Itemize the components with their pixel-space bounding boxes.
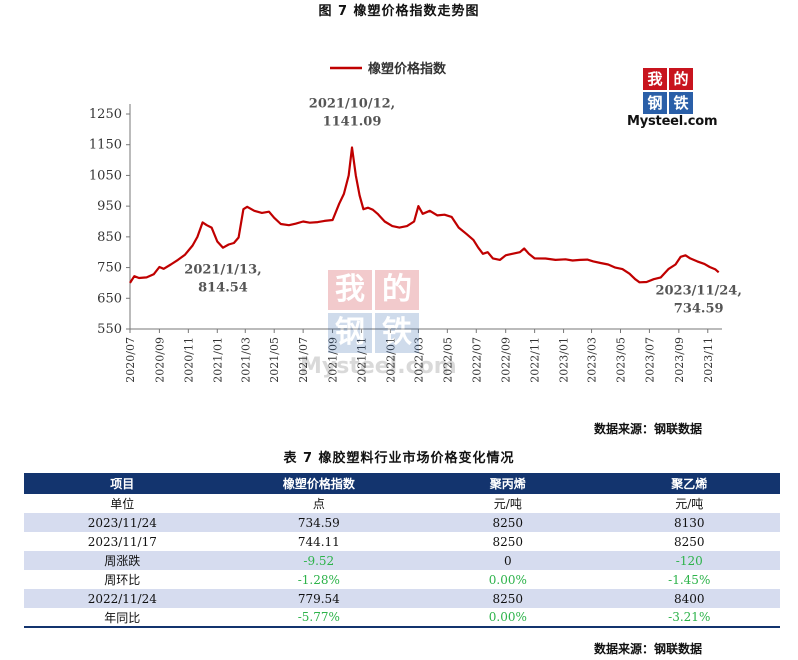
table-row: 年同比 -5.77% 0.00% -3.21% xyxy=(24,608,780,627)
series-line xyxy=(129,146,720,284)
table-row: 2022/11/24 779.54 8250 8400 xyxy=(24,589,780,608)
logo-char: 的 xyxy=(669,68,693,90)
x-tick-label: 2021/07 xyxy=(297,337,310,383)
x-tick-label: 2021/11 xyxy=(355,337,368,383)
cell: 8250 xyxy=(417,513,599,532)
cell: 8130 xyxy=(598,513,780,532)
line-chart: 550 650 750 850 950 1050 1150 1250 2020/07 2020/0… xyxy=(89,61,742,383)
cell: -5.77% xyxy=(297,610,340,624)
table-row: 单位 点 元/吨 元/吨 xyxy=(24,494,780,513)
logo-char: 我 xyxy=(643,68,667,90)
cell: -1.45% xyxy=(668,572,711,587)
annotation-value: 1141.09 xyxy=(323,114,382,129)
cell: 0 xyxy=(417,551,599,570)
x-tick-label: 2021/05 xyxy=(268,337,281,383)
table-row: 周环比 -1.28% 0.00% -1.45% xyxy=(24,570,780,589)
annotation-date: 2021/1/13, xyxy=(184,263,261,278)
mysteel-logo: 我 的 钢 铁 Mysteel.com xyxy=(627,68,722,130)
y-tick-label: 750 xyxy=(97,261,122,276)
annotation-value: 814.54 xyxy=(198,281,248,296)
figure-title: 图 7 橡塑价格指数走势图 xyxy=(318,4,480,19)
x-tick-label: 2023/01 xyxy=(558,337,571,383)
y-tick-label: 950 xyxy=(97,199,122,214)
cell: 点 xyxy=(312,497,325,511)
cell: 734.59 xyxy=(220,513,418,532)
cell: 744.11 xyxy=(297,534,340,549)
cell: -1.28% xyxy=(297,572,340,587)
table-header-row: 项目 橡塑价格指数 聚丙烯 聚乙烯 xyxy=(24,473,780,494)
cell-label: 年同比 xyxy=(104,610,141,625)
table-row: 2023/11/17 744.11 8250 8250 xyxy=(24,532,780,551)
header-item: 项目 xyxy=(24,473,221,494)
y-tick-label: 1050 xyxy=(89,168,122,183)
y-tick-label: 1150 xyxy=(89,138,122,153)
header-index: 橡塑价格指数 xyxy=(220,473,418,494)
x-tick-label: 2023/11 xyxy=(702,337,715,383)
x-tick-label: 2021/03 xyxy=(239,337,252,383)
annotation-date: 2021/10/12, xyxy=(309,96,395,111)
x-tick-label: 2020/09 xyxy=(153,337,166,383)
cell-label: 2022/11/24 xyxy=(24,589,221,608)
y-tick-label: 650 xyxy=(97,291,122,306)
cell-label: 2023/11/24 xyxy=(24,513,221,532)
x-tick-label: 2022/09 xyxy=(500,337,513,383)
cell: 0.00% xyxy=(488,572,527,587)
logo-char: 钢 xyxy=(643,92,667,114)
chart-source-note: 数据来源：钢联数据 xyxy=(593,422,702,436)
cell-label: 2023/11/17 xyxy=(87,534,157,549)
header-pe: 聚乙烯 xyxy=(598,473,780,494)
x-tick-label: 2021/01 xyxy=(211,337,224,383)
logo-wordmark: Mysteel.com xyxy=(627,114,718,129)
x-tick-label: 2022/11 xyxy=(529,337,542,383)
x-tick-label: 2022/05 xyxy=(441,337,454,383)
legend-label: 橡塑价格指数 xyxy=(368,61,447,77)
cell: 8250 xyxy=(673,534,705,549)
table-title: 表 7 橡胶塑料行业市场价格变化情况 xyxy=(283,451,515,466)
cell: 8400 xyxy=(598,589,780,608)
cell: 8250 xyxy=(417,589,599,608)
cell: 779.54 xyxy=(220,589,418,608)
table-source-note: 数据来源：钢联数据 xyxy=(593,642,702,656)
x-tick-label: 2023/05 xyxy=(614,337,627,383)
cell: -3.21% xyxy=(668,610,711,624)
cell: 8250 xyxy=(492,534,524,549)
cell: 元/吨 xyxy=(675,497,704,511)
cell: 0.00% xyxy=(488,610,527,624)
logo-char: 铁 xyxy=(669,92,693,114)
x-tick-label: 2020/07 xyxy=(124,337,137,383)
annotation-date: 2023/11/24, xyxy=(655,283,741,298)
x-tick-label: 2022/07 xyxy=(470,337,483,383)
cell: -9.52 xyxy=(220,551,418,570)
x-tick-label: 2022/01 xyxy=(384,337,397,383)
y-tick-label: 850 xyxy=(97,230,122,245)
x-tick-label: 2022/03 xyxy=(412,337,425,383)
price-change-table: 项目 橡塑价格指数 聚丙烯 聚乙烯 单位 点 元/吨 元/吨 2023/11/2… xyxy=(24,473,780,628)
cell-label: 周涨跌 xyxy=(24,551,221,570)
table-row: 周涨跌 -9.52 0 -120 xyxy=(24,551,780,570)
cell: -120 xyxy=(598,551,780,570)
y-tick-label: 1250 xyxy=(89,107,122,122)
x-tick-label: 2020/11 xyxy=(182,337,195,383)
y-tick-label: 550 xyxy=(97,322,122,337)
x-tick-label: 2023/07 xyxy=(643,337,656,383)
table-row: 2023/11/24 734.59 8250 8130 xyxy=(24,513,780,532)
x-tick-label: 2021/09 xyxy=(327,337,340,383)
x-tick-label: 2023/03 xyxy=(586,337,599,383)
cell-label: 周环比 xyxy=(104,573,141,587)
cell-label: 单位 xyxy=(110,497,135,511)
header-pp: 聚丙烯 xyxy=(417,473,599,494)
cell: 元/吨 xyxy=(493,497,522,511)
x-tick-label: 2023/09 xyxy=(673,337,686,383)
annotation-value: 734.59 xyxy=(674,301,724,316)
